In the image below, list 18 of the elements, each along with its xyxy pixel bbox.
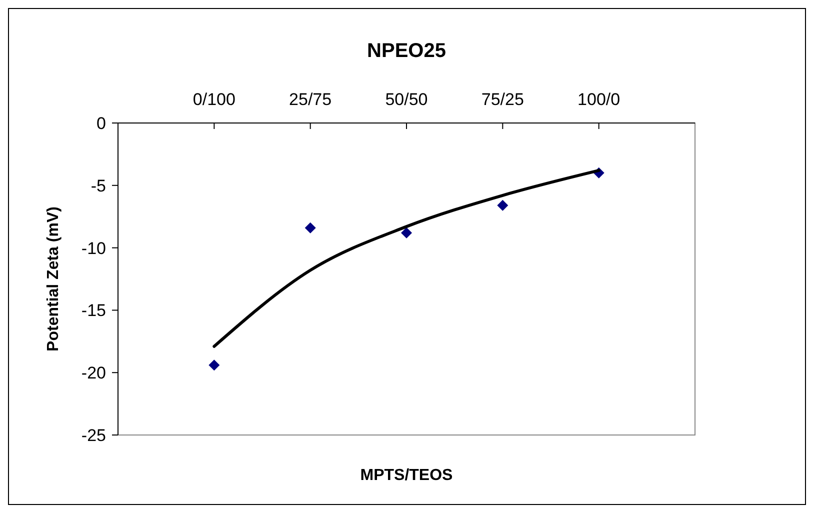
x-tick-label: 25/75 bbox=[289, 90, 332, 109]
y-tick-label: -10 bbox=[81, 238, 106, 258]
x-axis-title: MPTS/TEOS bbox=[360, 467, 454, 484]
x-tick-label: 100/0 bbox=[578, 90, 620, 109]
y-tick-label: -25 bbox=[81, 426, 106, 445]
x-tick-label: 0/100 bbox=[192, 90, 236, 109]
x-tick-label: 75/25 bbox=[481, 90, 524, 109]
y-tick-label: -20 bbox=[81, 364, 106, 383]
y-tick-label: 0 bbox=[96, 114, 106, 133]
chart-title: NPEO25 bbox=[367, 40, 446, 62]
point bbox=[208, 360, 220, 371]
point bbox=[304, 222, 316, 234]
point bbox=[401, 227, 412, 238]
point bbox=[497, 200, 508, 211]
y-tick-label: -5 bbox=[90, 176, 106, 196]
x-tick-label: 50/50 bbox=[385, 90, 428, 109]
y-axis-title: Potential Zeta (mV) bbox=[45, 206, 62, 352]
y-tick-label: -15 bbox=[81, 301, 106, 320]
